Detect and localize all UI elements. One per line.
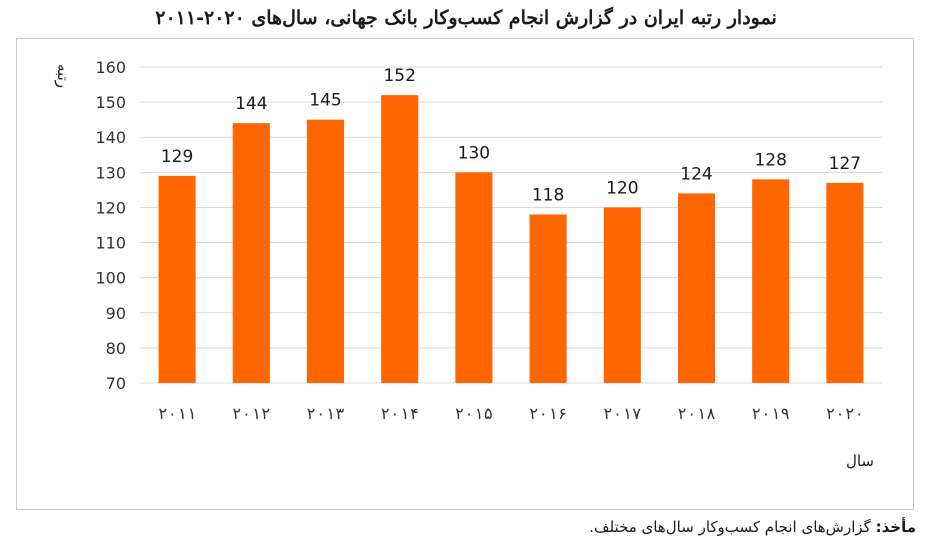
data-label: 124 [680,164,712,184]
y-tick-label: 110 [95,234,126,253]
y-axis-ticks: 70 80 90 100 110 120 130 140 150 160 [95,58,126,393]
bar [677,193,716,383]
y-tick-label: 140 [95,128,126,147]
data-label: 128 [754,150,786,170]
bar [826,182,864,383]
y-tick-label: 120 [95,198,126,217]
data-label: 152 [383,66,415,86]
y-tick-label: 90 [106,304,126,323]
x-tick-label: ۲۰۱۶ [529,404,568,423]
bar-chart: 129 144 145 152 130 118 120 124 128 127 70 80 90 100… [54,58,882,470]
bar [381,95,419,383]
y-tick-label: 160 [95,58,126,77]
bar [529,214,567,383]
y-axis-title: رتبه [54,64,72,88]
data-label: 145 [309,91,341,111]
x-tick-label: ۲۰۱۳ [306,404,345,423]
x-tick-label: ۲۰۱۱ [158,404,197,423]
x-tick-label: ۲۰۱۴ [380,404,419,423]
y-tick-label: 130 [95,163,126,182]
source-label: مأخذ: [875,518,916,536]
x-tick-label: ۲۰۱۹ [751,404,790,423]
bar [158,175,196,383]
data-label: 127 [829,154,861,174]
y-tick-label: 70 [106,374,126,393]
data-label: 130 [458,143,490,163]
bar [232,123,270,383]
x-axis-title: سال [846,452,874,470]
data-label: 129 [161,147,193,167]
bar [455,172,493,383]
x-tick-label: ۲۰۱۲ [232,404,271,423]
bar [752,179,790,383]
source-note: مأخذ: گزارش‌های انجام کسب‌وکار سال‌های م… [589,518,916,536]
y-tick-label: 150 [95,93,126,112]
x-tick-label: ۲۰۱۷ [603,404,642,423]
x-tick-label: ۲۰۲۰ [826,404,865,423]
chart-title: نمودار رتبه ایران در گزارش انجام کسب‌وکا… [155,7,777,29]
data-labels: 129 144 145 152 130 118 120 124 128 127 [161,66,861,205]
bars [158,95,864,384]
bar [306,119,345,384]
y-tick-label: 80 [106,339,126,358]
data-label: 144 [235,94,267,114]
data-label: 120 [606,178,638,198]
data-label: 118 [532,185,564,205]
x-tick-label: ۲۰۱۸ [677,404,716,423]
y-tick-label: 100 [95,269,126,288]
x-tick-label: ۲۰۱۵ [455,404,494,423]
source-text: گزارش‌های انجام کسب‌وکار سال‌های مختلف. [589,518,871,536]
bar [603,207,641,383]
x-axis-ticks: ۲۰۱۱ ۲۰۱۲ ۲۰۱۳ ۲۰۱۴ ۲۰۱۵ ۲۰۱۶ ۲۰۱۷ ۲۰۱۸ ۲۰۱۹ ۲۰۲۰ [158,404,864,423]
